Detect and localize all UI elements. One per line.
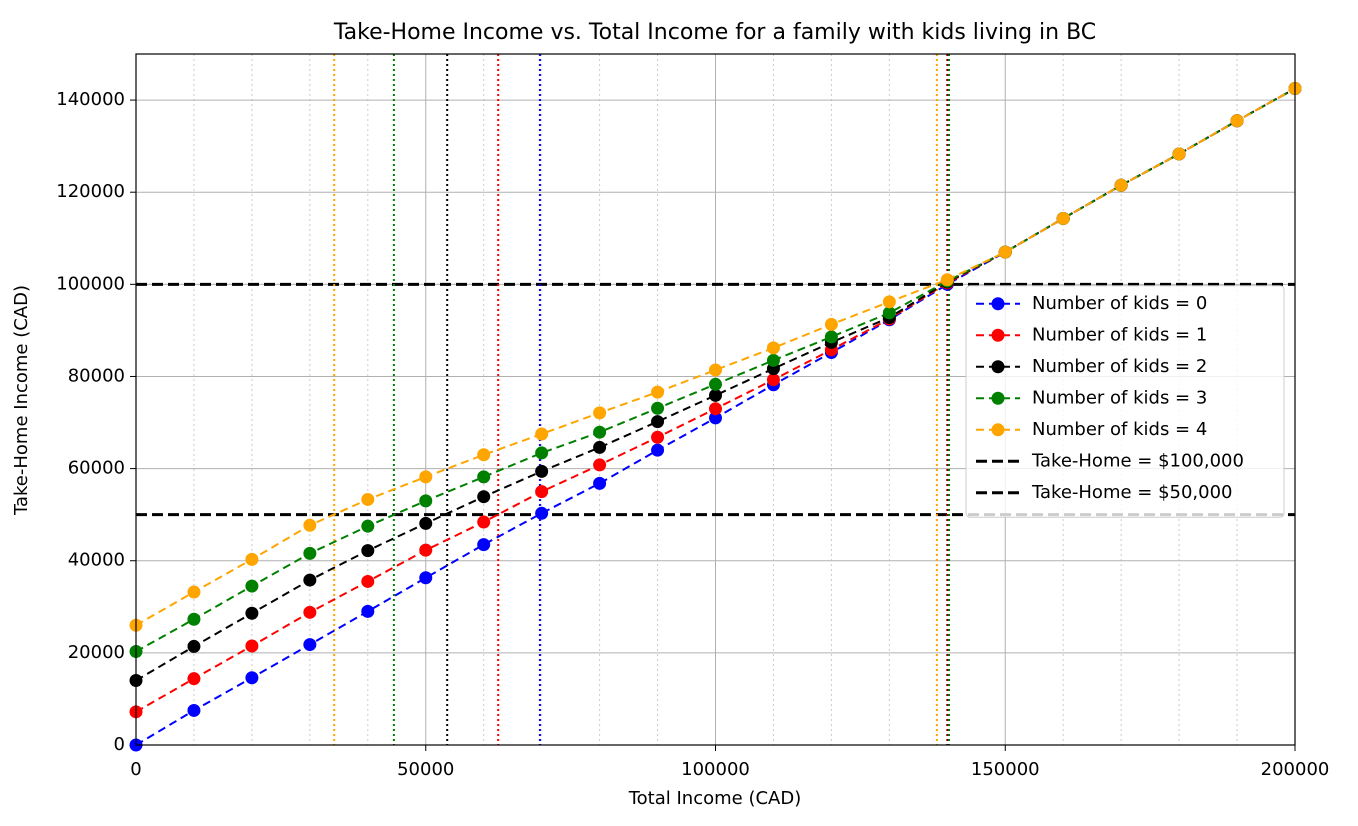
marker xyxy=(419,571,433,585)
marker xyxy=(709,411,722,425)
legend-marker xyxy=(991,360,1005,374)
marker xyxy=(651,415,665,429)
legend-marker xyxy=(991,423,1005,437)
y-tick-label: 0 xyxy=(114,734,125,755)
marker xyxy=(419,470,433,484)
y-tick-label: 20000 xyxy=(68,642,125,663)
marker xyxy=(709,388,722,402)
marker xyxy=(593,476,607,490)
marker xyxy=(303,518,317,532)
marker xyxy=(245,671,259,685)
marker xyxy=(245,639,259,653)
marker xyxy=(361,519,375,533)
y-tick-label: 120000 xyxy=(56,181,125,202)
legend-marker xyxy=(991,328,1005,342)
marker xyxy=(709,363,722,377)
x-tick-label: 200000 xyxy=(1261,759,1330,780)
marker xyxy=(361,544,375,558)
marker xyxy=(593,425,607,439)
series-line xyxy=(135,87,1296,627)
marker xyxy=(535,464,549,478)
marker xyxy=(766,373,780,387)
marker xyxy=(245,606,259,620)
marker xyxy=(245,579,259,593)
legend-label: Take-Home = $50,000 xyxy=(1031,482,1233,503)
marker xyxy=(1056,211,1070,225)
legend-label: Take-Home = $100,000 xyxy=(1031,450,1244,471)
x-tick-label: 0 xyxy=(130,759,141,780)
marker xyxy=(766,341,780,355)
marker xyxy=(824,330,838,344)
x-tick-label: 150000 xyxy=(971,759,1040,780)
legend-label: Number of kids = 2 xyxy=(1032,356,1207,377)
plot-frame xyxy=(135,53,1296,746)
y-tick-label: 80000 xyxy=(68,365,125,386)
legend-label: Number of kids = 4 xyxy=(1032,419,1207,440)
marker xyxy=(245,552,259,566)
legend-marker xyxy=(991,391,1005,405)
marker xyxy=(477,515,491,529)
marker xyxy=(477,448,491,462)
marker xyxy=(1114,178,1128,192)
y-tick-label: 40000 xyxy=(68,550,125,571)
marker xyxy=(477,470,491,484)
legend-marker xyxy=(991,297,1005,311)
marker xyxy=(303,638,317,652)
marker xyxy=(477,490,491,504)
marker xyxy=(709,402,722,416)
x-axis-label: Total Income (CAD) xyxy=(628,788,802,809)
marker xyxy=(535,427,549,441)
marker xyxy=(651,385,665,399)
marker xyxy=(535,485,549,499)
marker xyxy=(187,612,201,626)
marker xyxy=(187,585,201,599)
y-tick-label: 140000 xyxy=(56,89,125,110)
marker xyxy=(187,703,201,717)
marker xyxy=(477,538,491,552)
marker xyxy=(882,295,896,309)
marker xyxy=(824,317,838,331)
marker xyxy=(535,506,549,520)
x-tick-label: 50000 xyxy=(397,759,454,780)
marker xyxy=(187,639,201,653)
x-tick-label: 100000 xyxy=(681,759,750,780)
marker xyxy=(303,605,317,619)
marker xyxy=(940,273,954,287)
marker xyxy=(361,492,375,506)
marker xyxy=(361,604,375,618)
marker xyxy=(187,672,201,686)
legend-label: Number of kids = 3 xyxy=(1032,387,1207,408)
marker xyxy=(419,516,433,530)
marker xyxy=(303,573,317,587)
marker xyxy=(419,543,433,557)
y-tick-label: 60000 xyxy=(68,458,125,479)
marker xyxy=(998,245,1012,259)
marker xyxy=(361,574,375,588)
marker xyxy=(593,440,607,454)
marker xyxy=(535,446,549,460)
legend-box xyxy=(965,285,1285,518)
marker xyxy=(651,401,665,415)
marker xyxy=(882,306,896,320)
legend-label: Number of kids = 0 xyxy=(1032,293,1207,314)
marker xyxy=(651,443,665,457)
chart-title: Take-Home Income vs. Total Income for a … xyxy=(333,20,1096,45)
marker xyxy=(303,546,317,560)
marker xyxy=(419,494,433,508)
marker xyxy=(651,430,665,444)
marker xyxy=(766,353,780,367)
y-axis-label: Take-Home Income (CAD) xyxy=(11,285,32,516)
marker xyxy=(593,406,607,420)
marker xyxy=(1230,114,1244,128)
y-tick-label: 100000 xyxy=(56,273,125,294)
marker xyxy=(593,458,607,472)
marker xyxy=(709,377,722,391)
marker xyxy=(1172,147,1186,161)
legend-label: Number of kids = 1 xyxy=(1032,324,1207,345)
